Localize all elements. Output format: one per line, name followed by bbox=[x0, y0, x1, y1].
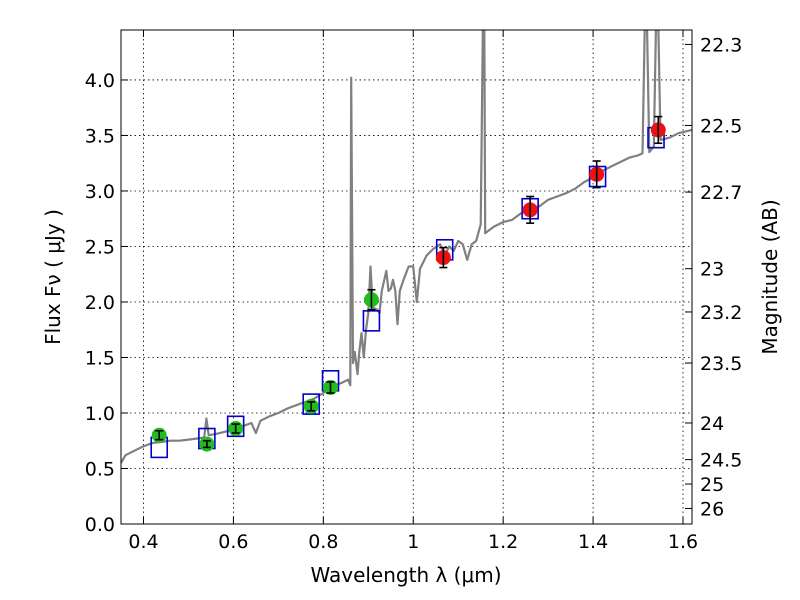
model-photometry-box bbox=[362, 310, 381, 332]
y-tick-label: 2.5 bbox=[85, 236, 115, 258]
right-tick-label: 25 bbox=[700, 474, 724, 496]
model-spectrum-line bbox=[121, 30, 692, 464]
nir-photometry bbox=[435, 122, 666, 266]
right-tick-label: 23 bbox=[700, 259, 724, 281]
model-photometry-box bbox=[302, 393, 320, 415]
x-tick-label: 1.6 bbox=[668, 531, 698, 553]
right-tick-label: 22.5 bbox=[700, 115, 742, 137]
y-tick-label: 0.0 bbox=[85, 514, 115, 536]
x-tick-label: 0.8 bbox=[308, 531, 338, 553]
x-axis-label: Wavelength λ (μm) bbox=[310, 563, 501, 587]
model-photometry bbox=[150, 126, 665, 459]
optical-photometry bbox=[151, 292, 379, 452]
y-tick-label: 3.5 bbox=[85, 125, 115, 147]
model-photometry-box bbox=[226, 415, 245, 438]
y-tick-label: 2.0 bbox=[85, 292, 115, 314]
right-tick-label: 24 bbox=[700, 413, 724, 435]
right-tick-label: 23.5 bbox=[700, 353, 742, 375]
y-tick-label: 1.5 bbox=[85, 347, 115, 369]
right-tick-label: 23.2 bbox=[700, 302, 742, 324]
x-tick-label: 1.2 bbox=[488, 531, 518, 553]
y-tick-label: 4.0 bbox=[85, 70, 115, 92]
x-tick-label: 0.4 bbox=[128, 531, 158, 553]
y-tick-label: 0.5 bbox=[85, 458, 115, 480]
right-tick-label: 22.7 bbox=[700, 182, 742, 204]
y-axis-label: Flux Fν ( μJy ) bbox=[41, 209, 65, 345]
y-tick-label: 3.0 bbox=[85, 181, 115, 203]
y-tick-label: 1.0 bbox=[85, 403, 115, 425]
right-tick-label: 22.3 bbox=[700, 34, 742, 56]
x-tick-label: 0.6 bbox=[218, 531, 248, 553]
plot-frame bbox=[120, 29, 693, 525]
error-bars bbox=[155, 115, 663, 449]
right-tick-label: 26 bbox=[700, 498, 724, 520]
x-tick-label: 1.4 bbox=[578, 531, 608, 553]
y-axis-right-label: Magnitude (AB) bbox=[758, 199, 782, 354]
model-spectrum bbox=[121, 30, 692, 464]
axis-ticks: 0.4 0.6 0.8 1 1.2 1.4 1.6 0.0 0.5 1.0 1.5 2.0 2.5 3.0… bbox=[85, 30, 742, 553]
x-tick-label: 1 bbox=[407, 531, 419, 553]
right-tick-label: 24.5 bbox=[700, 450, 742, 472]
